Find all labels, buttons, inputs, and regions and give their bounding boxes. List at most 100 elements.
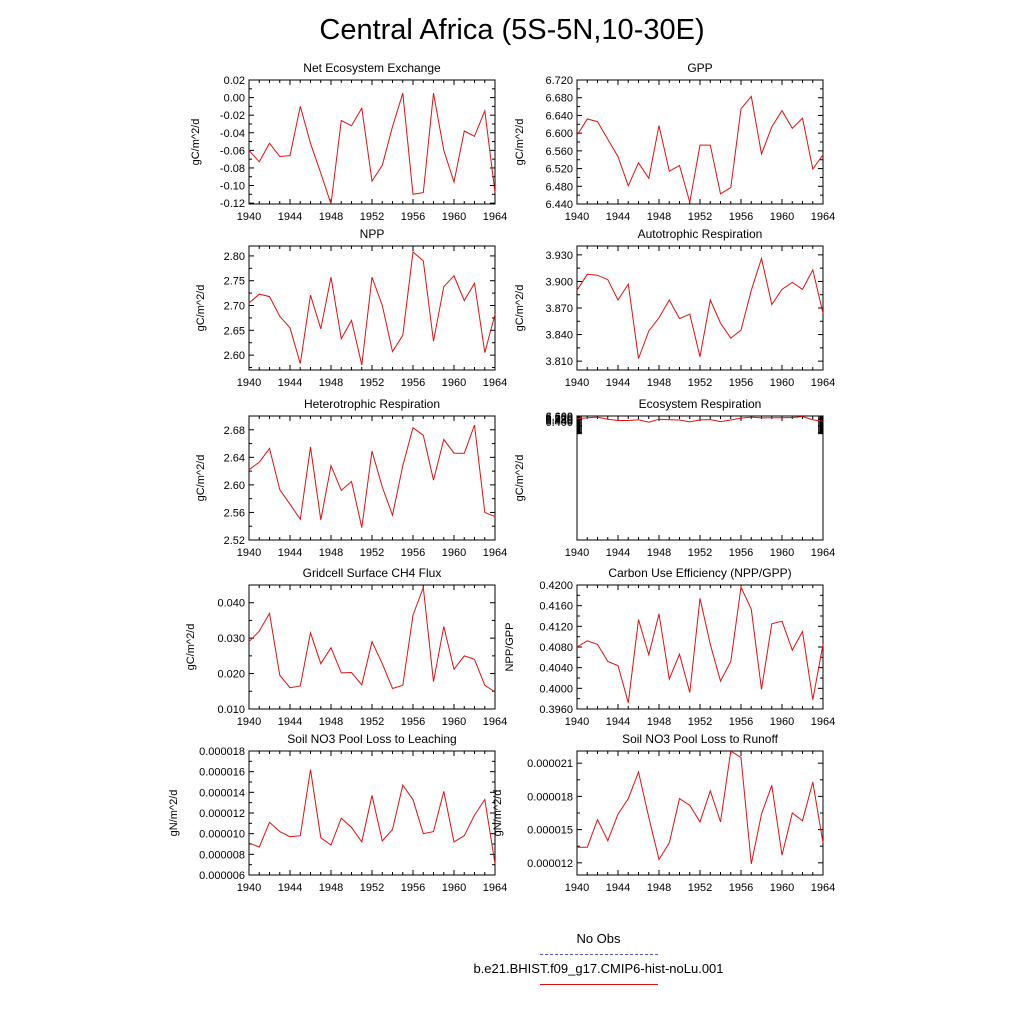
y-tick-label: 0.030 [217, 633, 245, 645]
x-tick-label: 1960 [442, 882, 466, 894]
x-tick-label: 1940 [237, 716, 261, 728]
chart-panel-6: Gridcell Surface CH4 Flux 1940 1944 1948 195… [185, 566, 507, 728]
y-axis: 6.440 6.480 6.520 6.560 6.600 6.640 6.680 6.720 [545, 75, 823, 211]
x-tick-label: 1960 [770, 211, 794, 223]
data-line [576, 585, 824, 703]
chart-panel-1: GPP 1940 1944 1948 1952 1956 1960 1964 6.440 6.48… [514, 61, 835, 223]
x-tick-label: 1940 [565, 377, 589, 389]
x-tick-label: 1944 [278, 377, 302, 389]
y-axis: 3.810 3.840 3.870 3.900 3.930 [545, 250, 823, 368]
y-tick-label: 2.68 [224, 425, 245, 437]
chart-title: Net Ecosystem Exchange [303, 61, 441, 75]
plot-frame [576, 584, 824, 710]
y-axis: 2.52 2.56 2.60 2.64 2.68 [224, 415, 495, 547]
chart-title: Soil NO3 Pool Loss to Leaching [287, 732, 456, 746]
x-tick-label: 1940 [237, 547, 261, 559]
x-tick-label: 1952 [688, 547, 712, 559]
y-tick-label: 2.52 [224, 535, 245, 547]
chart-panel-9: Soil NO3 Pool Loss to Runoff 1940 1944 1948… [492, 732, 835, 894]
x-tick-label: 1944 [278, 211, 302, 223]
x-tick-label: 1948 [647, 211, 671, 223]
y-tick-label: -0.04 [220, 128, 245, 140]
x-tick-label: 1956 [729, 716, 753, 728]
x-tick-label: 1952 [360, 547, 384, 559]
y-tick-label: 6.480 [545, 181, 573, 193]
x-tick-label: 1964 [811, 211, 835, 223]
x-tick-label: 1960 [770, 716, 794, 728]
x-tick-label: 1948 [647, 882, 671, 894]
y-tick-label: -0.12 [220, 198, 245, 210]
x-tick-label: 1940 [237, 211, 261, 223]
x-tick-label: 1948 [319, 377, 343, 389]
y-tick-label: 0.4040 [539, 663, 573, 675]
x-axis: 1940 1944 1948 1952 1956 1960 1964 [565, 751, 835, 894]
x-tick-label: 1952 [688, 716, 712, 728]
x-tick-label: 1948 [319, 211, 343, 223]
y-tick-label: 6.520 [545, 164, 573, 176]
y-tick-label: 0.000016 [199, 767, 245, 779]
y-tick-label: 0.000018 [527, 791, 573, 803]
x-axis: 1940 1944 1948 1952 1956 1960 1964 [237, 246, 507, 389]
x-axis: 1940 1944 1948 1952 1956 1960 1964 [565, 416, 835, 559]
y-tick-label: -0.02 [220, 110, 245, 122]
x-tick-label: 1940 [565, 882, 589, 894]
y-tick-label: 2.80 [224, 251, 245, 263]
x-tick-label: 1944 [606, 882, 630, 894]
y-axis: -0.12 -0.10 -0.08 -0.06 -0.04 -0.02 0.00 0.02 [220, 75, 495, 210]
x-tick-label: 1964 [483, 547, 507, 559]
x-tick-label: 1956 [401, 882, 425, 894]
x-tick-label: 1960 [770, 882, 794, 894]
y-tick-label: 0.4200 [539, 580, 573, 592]
y-tick-label: 6.560 [545, 146, 573, 158]
y-tick-label: 0.00 [224, 93, 245, 105]
plot-frame [248, 415, 496, 541]
x-tick-label: 1956 [401, 547, 425, 559]
x-tick-label: 1956 [729, 882, 753, 894]
plot-frame [248, 584, 496, 710]
x-tick-label: 1956 [729, 547, 753, 559]
x-tick-label: 1964 [483, 882, 507, 894]
legend-label-model: b.e21.BHIST.f09_g17.CMIP6-hist-noLu.001 [473, 961, 724, 976]
x-tick-label: 1940 [237, 377, 261, 389]
data-line [248, 251, 496, 366]
y-axis-label: NPP/GPP [504, 623, 516, 672]
plot-frame [576, 79, 824, 205]
data-line [248, 769, 496, 864]
chart-title: Ecosystem Respiration [639, 397, 762, 411]
x-tick-label: 1944 [606, 547, 630, 559]
x-tick-label: 1948 [647, 716, 671, 728]
y-tick-label: 0.4120 [539, 621, 573, 633]
x-tick-label: 1960 [442, 716, 466, 728]
y-tick-label: 0.000015 [527, 825, 573, 837]
chart-title: Carbon Use Efficiency (NPP/GPP) [608, 566, 791, 580]
y-tick-label: 0.3960 [539, 704, 573, 716]
x-tick-label: 1964 [811, 882, 835, 894]
data-line [576, 416, 824, 423]
x-tick-label: 1948 [319, 716, 343, 728]
y-axis: 2.60 2.65 2.70 2.75 2.80 [224, 251, 495, 369]
x-tick-label: 1956 [729, 211, 753, 223]
x-tick-label: 1948 [647, 377, 671, 389]
y-tick-label: 0.000012 [199, 808, 245, 820]
x-tick-label: 1956 [401, 716, 425, 728]
x-tick-label: 1940 [565, 547, 589, 559]
y-tick-label: 2.65 [224, 325, 245, 337]
plot-frame [576, 750, 824, 876]
x-tick-label: 1952 [688, 377, 712, 389]
y-tick-label: 2.60 [224, 480, 245, 492]
y-tick-label: -0.08 [220, 163, 245, 175]
y-tick-label: 6.440 [545, 199, 573, 211]
y-tick-label: 2.60 [224, 350, 245, 362]
chart-title: NPP [360, 227, 385, 241]
x-tick-label: 1944 [606, 377, 630, 389]
y-tick-label: 6.720 [545, 75, 573, 87]
x-tick-label: 1940 [565, 716, 589, 728]
y-axis-label: gN/m^2/d [168, 790, 180, 837]
plot-frame [248, 750, 496, 876]
x-tick-label: 1952 [360, 377, 384, 389]
